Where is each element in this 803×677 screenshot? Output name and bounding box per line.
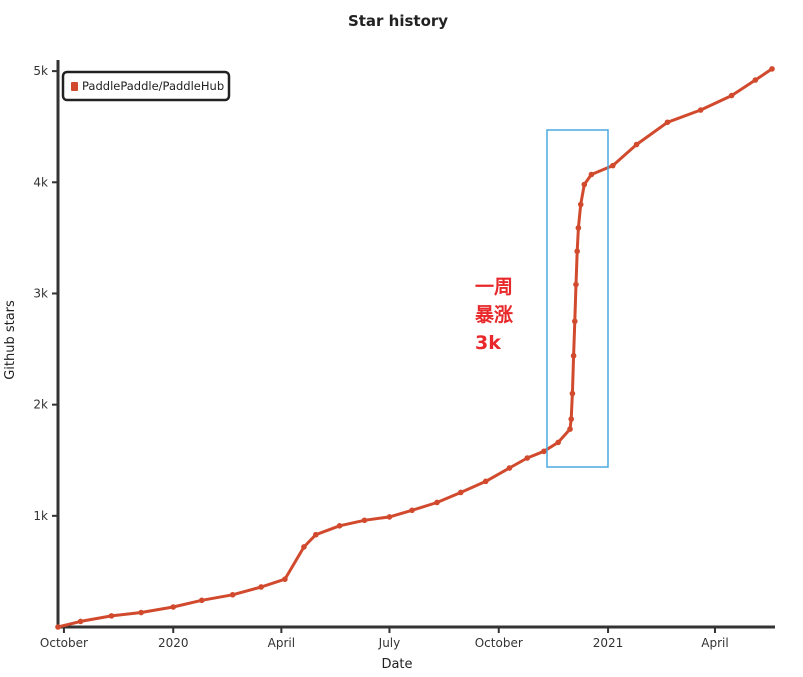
x-tick-label: 2020 — [158, 636, 189, 650]
data-point — [555, 439, 561, 446]
data-point — [571, 318, 578, 325]
data-point — [409, 507, 415, 514]
data-point — [573, 281, 579, 288]
annotation: 一周 暴涨 3k — [475, 276, 513, 354]
data-point — [457, 489, 464, 496]
data-point — [752, 77, 759, 83]
data-point — [77, 618, 84, 625]
chart-title: Star history — [348, 12, 448, 30]
data-point — [524, 455, 531, 461]
data-point — [229, 591, 236, 598]
y-tick-label: 4k — [33, 175, 48, 189]
legend-swatch — [71, 82, 78, 91]
data-point — [664, 119, 671, 126]
y-axis-label: Github stars — [3, 300, 18, 380]
y-tick-label: 1k — [33, 509, 48, 523]
data-point — [610, 162, 616, 169]
data-point — [138, 609, 144, 616]
data-point — [568, 416, 575, 422]
x-tick-label: July — [378, 636, 401, 650]
data-point — [575, 225, 582, 231]
x-tick-label: October — [40, 636, 88, 650]
legend-label: PaddlePaddle/PaddleHub — [82, 79, 224, 93]
data-point — [697, 107, 704, 113]
data-point — [108, 613, 115, 619]
data-point — [55, 624, 61, 630]
data-point — [258, 584, 264, 590]
data-point — [170, 604, 177, 610]
data-point — [301, 544, 307, 550]
data-point — [588, 171, 595, 178]
x-ticks: October 2020 April July October 2021 April — [40, 627, 729, 650]
x-tick-label: 2021 — [593, 636, 624, 650]
y-tick-label: 5k — [33, 64, 48, 78]
data-point — [581, 181, 588, 188]
x-tick-label: April — [268, 636, 295, 650]
x-axis-label: Date — [381, 657, 412, 672]
x-tick-label: April — [701, 636, 728, 650]
annotation-line-3: 3k — [475, 332, 501, 354]
y-tick-label: 2k — [33, 398, 48, 412]
series-points — [55, 66, 775, 630]
data-point — [570, 352, 577, 359]
annotation-line-2: 暴涨 — [475, 304, 513, 326]
data-point — [282, 576, 288, 582]
highlight-box — [546, 129, 609, 468]
data-point — [569, 390, 576, 397]
data-point — [198, 597, 205, 604]
legend-box — [61, 70, 231, 102]
data-point — [361, 517, 368, 524]
x-tick-label: October — [475, 636, 523, 650]
data-point — [336, 523, 343, 529]
data-point — [769, 66, 775, 72]
data-point — [577, 201, 584, 208]
data-point — [633, 141, 640, 148]
data-point — [541, 448, 547, 455]
data-point — [574, 248, 580, 255]
data-point — [434, 499, 440, 506]
data-point — [728, 92, 735, 99]
data-point — [567, 426, 573, 432]
data-point — [386, 514, 393, 520]
legend: PaddlePaddle/PaddleHub — [61, 70, 231, 102]
series-line-paddlehub — [56, 67, 774, 629]
data-point — [482, 478, 489, 485]
axes — [56, 60, 775, 629]
data-point — [313, 531, 319, 538]
data-point — [506, 465, 513, 471]
y-ticks: 1k 2k 3k 4k 5k — [33, 64, 58, 523]
annotation-line-1: 一周 — [475, 276, 513, 298]
y-tick-label: 3k — [33, 286, 48, 300]
